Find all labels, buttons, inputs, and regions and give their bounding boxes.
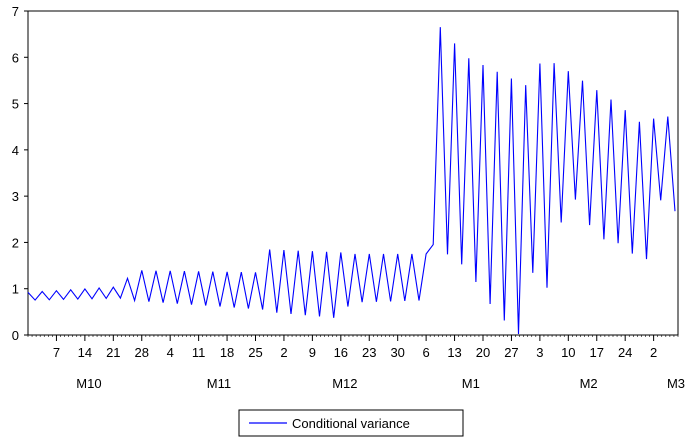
y-tick-label: 5 bbox=[12, 97, 19, 112]
series-layer bbox=[27, 27, 676, 335]
y-tick-label: 0 bbox=[12, 328, 19, 343]
x-tick-label: 27 bbox=[504, 345, 518, 360]
x-tick-label: 9 bbox=[309, 345, 316, 360]
y-tick-label: 6 bbox=[12, 50, 19, 65]
x-tick-label: 28 bbox=[135, 345, 149, 360]
x-month-label: M10 bbox=[76, 376, 101, 391]
x-month-label: M12 bbox=[332, 376, 357, 391]
x-tick-label: 16 bbox=[334, 345, 348, 360]
x-month-label: M1 bbox=[462, 376, 480, 391]
x-axis: 7 14 21 28 4 11 18 25 2 9 16 23 30 6 13 20 27 3 10 17 24 2 M10… bbox=[27, 335, 685, 391]
x-tick-label: 11 bbox=[192, 345, 206, 360]
y-tick-label: 1 bbox=[12, 282, 19, 297]
x-tick-label: 30 bbox=[390, 345, 404, 360]
y-tick-label: 7 bbox=[12, 4, 19, 19]
x-tick-label: 7 bbox=[53, 345, 60, 360]
x-tick-label: 3 bbox=[536, 345, 543, 360]
x-tick-label: 18 bbox=[220, 345, 234, 360]
x-tick-label: 2 bbox=[650, 345, 657, 360]
x-tick-label: 21 bbox=[106, 345, 120, 360]
legend-label: Conditional variance bbox=[292, 416, 410, 431]
y-tick-label: 3 bbox=[12, 189, 19, 204]
x-tick-label: 2 bbox=[280, 345, 287, 360]
x-tick-label: 4 bbox=[167, 345, 174, 360]
x-tick-label: 20 bbox=[476, 345, 490, 360]
plot-frame bbox=[27, 10, 679, 336]
legend: Conditional variance bbox=[238, 409, 464, 437]
x-tick-label: 14 bbox=[78, 345, 92, 360]
series-line-conditional-variance bbox=[27, 27, 676, 335]
x-tick-label: 6 bbox=[423, 345, 430, 360]
y-axis: 0 1 2 3 4 5 6 7 bbox=[12, 4, 28, 343]
x-month-label: M2 bbox=[580, 376, 598, 391]
x-month-label: M11 bbox=[207, 376, 231, 391]
x-tick-label: 17 bbox=[590, 345, 604, 360]
x-tick-label: 13 bbox=[447, 345, 461, 360]
y-tick-label: 4 bbox=[12, 143, 19, 158]
x-tick-label: 10 bbox=[561, 345, 575, 360]
x-month-label: M3 bbox=[667, 376, 685, 391]
x-tick-label: 23 bbox=[362, 345, 376, 360]
x-tick-label: 25 bbox=[248, 345, 262, 360]
y-tick-label: 2 bbox=[12, 235, 19, 250]
x-tick-label: 24 bbox=[618, 345, 632, 360]
